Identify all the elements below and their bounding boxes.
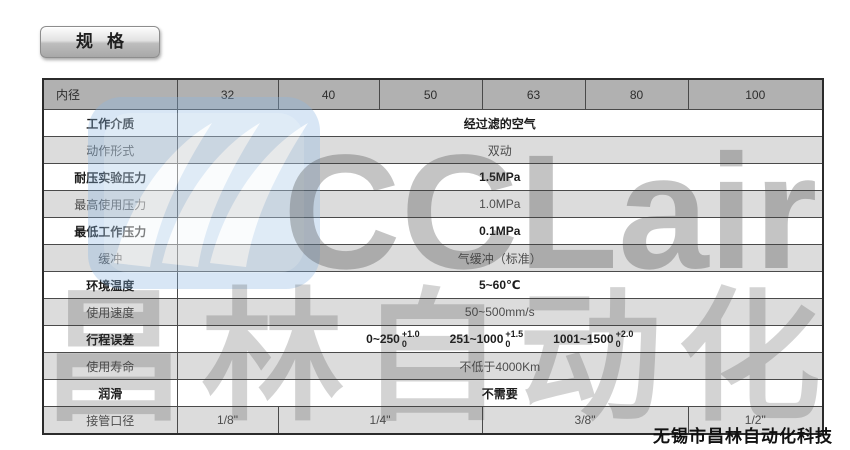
spec-row-label: 最高使用压力 (42, 190, 178, 218)
bore-size-header: 50 (378, 78, 483, 110)
bore-size-header: 40 (277, 78, 380, 110)
stroke-tolerance-item: 1001~1500 +2.0 0 (553, 329, 634, 349)
spec-row-value: 经过滤的空气 (176, 109, 824, 137)
stroke-tolerance-item: 251~1000 +1.5 0 (449, 329, 524, 349)
spec-row-value: 1.0MPa (176, 190, 824, 218)
section-title-label: 规格 (76, 32, 138, 51)
spec-row-value: 50~500mm/s (176, 298, 824, 326)
spec-row-max-pressure: 最高使用压力 1.0MPa (42, 190, 824, 218)
spec-row-ambient-temp: 环境温度 5~60℃ (42, 271, 824, 299)
spec-row-proof-pressure: 耐压实验压力 1.5MPa (42, 163, 824, 191)
spec-row-label: 接管口径 (42, 406, 178, 435)
spec-row-label: 润滑 (42, 379, 178, 407)
bore-header-row: 内径 32 40 50 63 80 100 (42, 78, 824, 110)
spec-table: 内径 32 40 50 63 80 100 工作介质 经过滤的空气 动作形式 双… (42, 78, 824, 435)
spec-row-value: 0~250 +1.0 0 251~1000 +1.5 0 1001~1500 +2.… (176, 325, 824, 353)
spec-row-value: 0.1MPa (176, 217, 824, 245)
spec-row-stroke-tolerance: 行程误差 0~250 +1.0 0 251~1000 +1.5 0 (42, 325, 824, 353)
port-size-value: 1/8" (176, 406, 279, 435)
port-size-value: 1/2" (687, 406, 824, 435)
bore-size-header: 32 (176, 78, 279, 110)
spec-row-cushion: 缓冲 气缓冲（标准） (42, 244, 824, 272)
bore-size-header: 63 (481, 78, 586, 110)
spec-row-medium: 工作介质 经过滤的空气 (42, 109, 824, 137)
spec-row-label: 最低工作压力 (42, 217, 178, 245)
spec-row-lubrication: 润滑 不需要 (42, 379, 824, 407)
spec-row-label: 使用速度 (42, 298, 178, 326)
company-name: 无锡市昌林自动化科技 (653, 427, 833, 446)
stroke-tolerance-item: 0~250 +1.0 0 (366, 329, 420, 349)
spec-row-speed: 使用速度 50~500mm/s (42, 298, 824, 326)
port-size-value: 1/4" (277, 406, 483, 435)
spec-row-label: 使用寿命 (42, 352, 178, 380)
spec-row-label: 工作介质 (42, 109, 178, 137)
spec-row-label: 环境温度 (42, 271, 178, 299)
spec-row-action-type: 动作形式 双动 (42, 136, 824, 164)
spec-row-value: 气缓冲（标准） (176, 244, 824, 272)
bore-size-header: 80 (584, 78, 689, 110)
spec-row-value: 1.5MPa (176, 163, 824, 191)
spec-row-min-pressure: 最低工作压力 0.1MPa (42, 217, 824, 245)
spec-row-label: 行程误差 (42, 325, 178, 353)
spec-row-service-life: 使用寿命 不低于4000Km (42, 352, 824, 380)
spec-row-label: 动作形式 (42, 136, 178, 164)
spec-row-label: 缓冲 (42, 244, 178, 272)
spec-row-port-size: 接管口径 1/8" 1/4" 3/8" 1/2" (42, 406, 824, 435)
bore-header-label: 内径 (42, 78, 178, 110)
spec-row-value: 双动 (176, 136, 824, 164)
bore-size-header: 100 (687, 78, 824, 110)
spec-row-label: 耐压实验压力 (42, 163, 178, 191)
spec-table-wrap: 内径 32 40 50 63 80 100 工作介质 经过滤的空气 动作形式 双… (42, 78, 824, 435)
spec-row-value: 不低于4000Km (176, 352, 824, 380)
port-size-value: 3/8" (481, 406, 689, 435)
spec-row-value: 5~60℃ (176, 271, 824, 299)
section-title-badge: 规格 (40, 26, 160, 58)
spec-row-value: 不需要 (176, 379, 824, 407)
